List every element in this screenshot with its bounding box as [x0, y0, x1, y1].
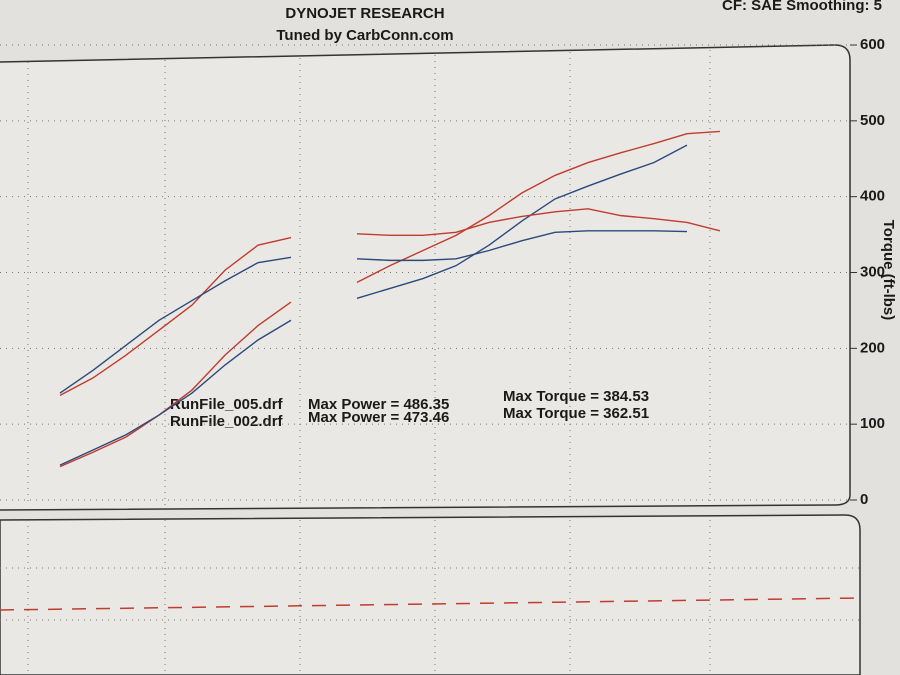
series-line	[59, 230, 688, 394]
annotation-file: RunFile_005.drf	[170, 396, 284, 413]
y-tick-label: 300	[860, 263, 885, 280]
series-line	[59, 130, 721, 468]
series-line	[59, 144, 688, 466]
y-tick-label: 600	[860, 36, 885, 53]
annotation-file: RunFile_002.drf	[170, 413, 284, 430]
y-axis-label: Torque (ft-lbs)	[880, 220, 897, 321]
y-tick-label: 400	[860, 188, 885, 205]
annotation-torque: Max Torque = 362.51	[503, 405, 649, 422]
y-tick-label: 200	[860, 339, 885, 356]
y-tick-label: 0	[860, 491, 868, 508]
y-tick-label: 100	[860, 415, 885, 432]
annotation-power: Max Power = 486.35	[308, 396, 449, 413]
chart-title: DYNOJET RESEARCH	[285, 5, 444, 22]
header-note: CF: SAE Smoothing: 5	[722, 0, 882, 14]
chart-subtitle: Tuned by CarbConn.com	[276, 27, 453, 44]
annotation-torque: Max Torque = 384.53	[503, 388, 649, 405]
lower-frame	[0, 514, 861, 675]
y-tick-label: 500	[860, 112, 885, 129]
annotation-power: Max Power = 473.46	[308, 409, 449, 426]
series-line	[59, 208, 721, 396]
vertical-grid	[0, 50, 860, 675]
